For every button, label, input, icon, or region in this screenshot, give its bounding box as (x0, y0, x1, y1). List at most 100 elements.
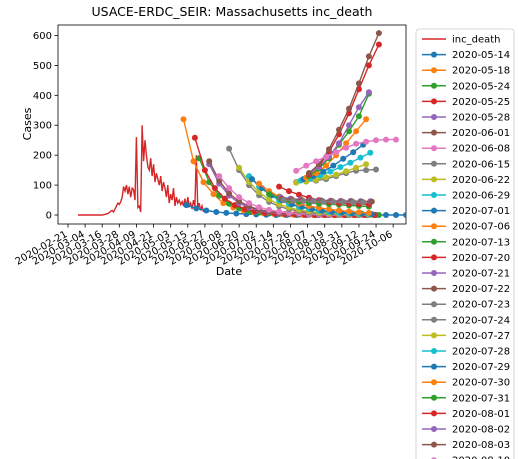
legend-label: 2020-07-31 (452, 393, 510, 404)
data-point (316, 204, 322, 211)
data-point (323, 162, 330, 169)
legend-marker (431, 316, 437, 323)
data-point (367, 149, 374, 156)
legend-entry: 2020-08-03 (422, 440, 510, 451)
data-point (286, 188, 292, 195)
legend-entry: 2020-07-20 (422, 253, 510, 264)
data-point (360, 199, 367, 206)
y-axis-label: Cases (21, 107, 34, 140)
legend-label: 2020-05-25 (452, 97, 510, 108)
legend-entry: 2020-07-21 (422, 269, 510, 280)
data-point (403, 212, 406, 218)
legend-marker (431, 441, 437, 448)
legend-label: 2020-07-20 (452, 253, 510, 264)
data-point (246, 200, 253, 207)
legend-marker (431, 160, 437, 167)
legend-entry: 2020-05-18 (422, 66, 510, 77)
y-tick-label: 200 (33, 151, 52, 162)
legend-marker (431, 254, 437, 261)
data-point (236, 164, 243, 171)
data-point (363, 116, 370, 123)
series-line (308, 32, 380, 174)
data-point (393, 212, 399, 218)
legend-marker (431, 207, 437, 214)
data-point (211, 185, 218, 192)
data-point (266, 191, 273, 198)
legend-label: 2020-08-02 (452, 425, 510, 436)
data-point (203, 207, 210, 214)
data-point (330, 198, 337, 205)
y-tick-label: 100 (33, 181, 52, 192)
data-point (191, 134, 198, 141)
series-2020-07-23 (280, 197, 367, 206)
legend-entry: 2020-07-27 (422, 331, 510, 342)
data-point (226, 145, 233, 152)
data-point (216, 173, 223, 180)
legend-marker (431, 379, 437, 386)
legend-entry: 2020-06-15 (422, 159, 510, 170)
data-point (266, 206, 273, 213)
data-point (375, 41, 382, 48)
legend-marker (431, 301, 437, 308)
data-point (353, 164, 360, 171)
legend-label: 2020-06-01 (452, 128, 510, 139)
legend-marker (431, 223, 437, 230)
data-point (276, 183, 283, 190)
data-point (365, 209, 372, 216)
legend-marker (431, 332, 437, 339)
legend-entry: 2020-08-02 (422, 425, 510, 436)
data-point (226, 190, 233, 197)
data-point (346, 105, 352, 112)
data-point (306, 170, 312, 177)
data-point (233, 210, 240, 217)
legend: inc_death 2020-05-14 2020-05-18 2020-05-24 2… (415, 28, 515, 459)
data-point (296, 191, 302, 198)
data-point (343, 140, 350, 147)
data-point (363, 161, 370, 168)
legend-marker (431, 82, 437, 89)
data-point (323, 153, 330, 160)
y-tick-label: 400 (33, 91, 52, 102)
legend-marker (431, 348, 437, 354)
data-point (355, 104, 362, 111)
legend-label: 2020-07-13 (452, 237, 510, 248)
legend-label: inc_death (452, 35, 501, 46)
legend-entry: 2020-05-14 (422, 50, 510, 61)
legend-marker (431, 98, 437, 105)
data-point (346, 208, 352, 215)
legend-label: 2020-07-06 (452, 222, 510, 233)
data-point (326, 206, 332, 213)
legend-marker (431, 67, 437, 74)
data-point (355, 209, 362, 216)
legend-entry: 2020-07-23 (422, 300, 510, 311)
legend-entry: 2020-05-24 (422, 81, 510, 92)
legend-label: 2020-08-01 (452, 409, 510, 420)
legend-label: 2020-05-24 (452, 81, 510, 92)
legend-label: 2020-07-28 (452, 347, 510, 358)
legend-entry: 2020-07-31 (422, 393, 510, 404)
legend-entry: inc_death (422, 35, 501, 46)
legend-label: 2020-06-15 (452, 159, 510, 170)
data-point (183, 202, 190, 209)
data-point (355, 113, 362, 120)
data-point (355, 80, 362, 87)
data-point (236, 194, 243, 201)
legend-entry: 2020-07-24 (422, 315, 510, 326)
data-point (350, 199, 357, 206)
data-point (206, 158, 213, 165)
data-point (336, 140, 342, 147)
data-point (383, 136, 389, 143)
legend-label: 2020-08-10 (452, 456, 510, 459)
series-2020-08-10 (293, 136, 399, 174)
legend-entry: 2020-06-22 (422, 175, 510, 186)
data-point (180, 116, 187, 123)
legend-entry: 2020-07-01 (422, 206, 510, 217)
legend-label: 2020-07-23 (452, 300, 510, 311)
data-point (210, 191, 217, 198)
data-point (373, 166, 379, 173)
legend-marker (431, 238, 437, 245)
data-point (393, 136, 399, 143)
data-point (346, 128, 352, 135)
legend-marker (431, 176, 437, 183)
data-point (375, 30, 382, 37)
